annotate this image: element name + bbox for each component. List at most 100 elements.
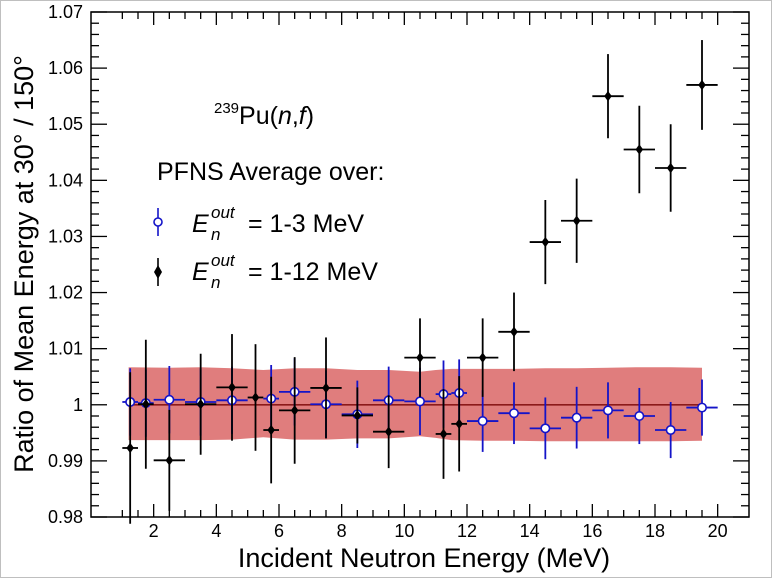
data-point <box>561 386 593 449</box>
x-tick-label: 12 <box>457 521 477 541</box>
diamond-marker <box>228 382 236 393</box>
data-point <box>138 339 154 469</box>
diamond-marker <box>384 426 393 437</box>
open-circle-marker <box>696 402 707 413</box>
legend-1-3-label: = 1-3 MeV <box>248 210 364 238</box>
data-point <box>467 390 499 452</box>
open-circle-marker <box>477 416 488 427</box>
data-point <box>153 409 185 511</box>
data-point <box>435 389 452 479</box>
data-point <box>623 105 655 194</box>
diamond-marker <box>635 144 644 155</box>
legend-1-12-marker <box>154 265 162 279</box>
y-tick-label: 1 <box>73 395 83 415</box>
legend-1-3-marker <box>153 217 163 227</box>
reaction-close: ) <box>306 102 314 130</box>
x-tick-label: 16 <box>582 521 602 541</box>
legend-1-3-symbol: E <box>192 210 209 238</box>
data-point <box>655 124 687 212</box>
open-circle-marker <box>571 412 582 423</box>
data-point <box>686 40 718 130</box>
x-tick-label: 18 <box>645 521 665 541</box>
x-tick-label: 4 <box>211 521 221 541</box>
data-point <box>686 379 718 436</box>
diamond-marker <box>478 352 487 363</box>
open-circle-marker <box>164 394 175 405</box>
data-point <box>655 401 687 459</box>
reaction-f: f <box>299 102 309 130</box>
data-point <box>404 318 436 397</box>
data-point <box>247 344 264 451</box>
y-tick-label: 1.05 <box>48 114 83 134</box>
x-tick-label: 10 <box>394 521 414 541</box>
y-tick-label: 0.98 <box>48 507 83 527</box>
data-point <box>451 376 467 472</box>
x-tick-label: 8 <box>337 521 347 541</box>
diamond-marker <box>353 410 362 421</box>
data-point <box>216 334 248 441</box>
diamond-marker <box>439 428 448 440</box>
data-point <box>561 178 593 263</box>
diamond-marker <box>572 215 581 226</box>
y-tick-label: 1.01 <box>48 339 83 359</box>
y-tick-label: 1.04 <box>48 170 83 190</box>
data-point <box>263 376 279 484</box>
y-tick-label: 1.07 <box>48 2 83 22</box>
legend-1-12-symbol: E <box>192 258 209 286</box>
x-tick-label: 2 <box>149 521 159 541</box>
data-point <box>529 199 561 285</box>
tick-layer: 2 4 6 8 10 12 14 16 18 20 0.98 0.99 1 1.01 1.02 1.03 1.0… <box>48 2 749 541</box>
data-point <box>310 337 342 439</box>
diamond-marker <box>196 399 205 410</box>
series-1-12-mev <box>122 40 718 524</box>
reaction-n: n <box>278 102 292 130</box>
reaction-comma: , <box>292 102 299 130</box>
data-point <box>592 382 624 439</box>
legend-entry-1-3: E out n = 1-3 MeV <box>153 203 364 244</box>
data-point <box>529 397 561 460</box>
legend-1-12-subscript: n <box>211 273 220 292</box>
open-circle-marker <box>508 408 519 419</box>
open-circle-marker <box>414 396 425 407</box>
diamond-marker <box>510 326 518 338</box>
y-tick-label: 1.02 <box>48 283 83 303</box>
diamond-marker <box>666 162 675 174</box>
data-point <box>498 292 530 372</box>
data-point <box>122 372 138 524</box>
legend-entry-1-12: E out n = 1-12 MeV <box>154 251 378 292</box>
data-point <box>185 353 217 455</box>
diamond-marker <box>416 352 424 363</box>
diamond-marker <box>541 236 550 248</box>
legend-title: PFNS Average over: <box>157 158 384 186</box>
legend-1-12-superscript: out <box>211 251 236 270</box>
data-point <box>279 357 311 464</box>
open-circle-marker <box>634 410 645 421</box>
diamond-marker <box>290 405 299 416</box>
reaction-element: Pu( <box>239 102 279 130</box>
series-layer <box>122 40 718 524</box>
x-tick-label: 14 <box>520 521 540 541</box>
x-axis-title: Incident Neutron Energy (MeV) <box>238 543 610 573</box>
data-point <box>341 387 373 444</box>
diamond-marker <box>126 442 134 454</box>
reaction-mass-number: 239 <box>214 100 239 117</box>
data-point <box>467 318 499 397</box>
diamond-marker <box>267 424 275 436</box>
legend-1-3-subscript: n <box>211 225 220 244</box>
open-circle-marker <box>665 425 676 436</box>
y-tick-label: 1.03 <box>48 226 83 246</box>
data-point <box>498 382 530 445</box>
x-tick-label: 6 <box>274 521 284 541</box>
diamond-marker <box>165 455 174 466</box>
data-point <box>592 54 624 139</box>
plot-area-border <box>90 11 750 518</box>
open-circle-marker <box>540 423 551 434</box>
x-tick-label: 20 <box>708 521 728 541</box>
diamond-marker <box>604 90 612 102</box>
diamond-marker <box>698 79 706 91</box>
legend-1-12-label: = 1-12 MeV <box>248 258 378 286</box>
reaction-label: 239Pu(n,f) <box>214 100 314 130</box>
y-tick-label: 0.99 <box>48 451 83 471</box>
diamond-marker <box>142 399 150 410</box>
